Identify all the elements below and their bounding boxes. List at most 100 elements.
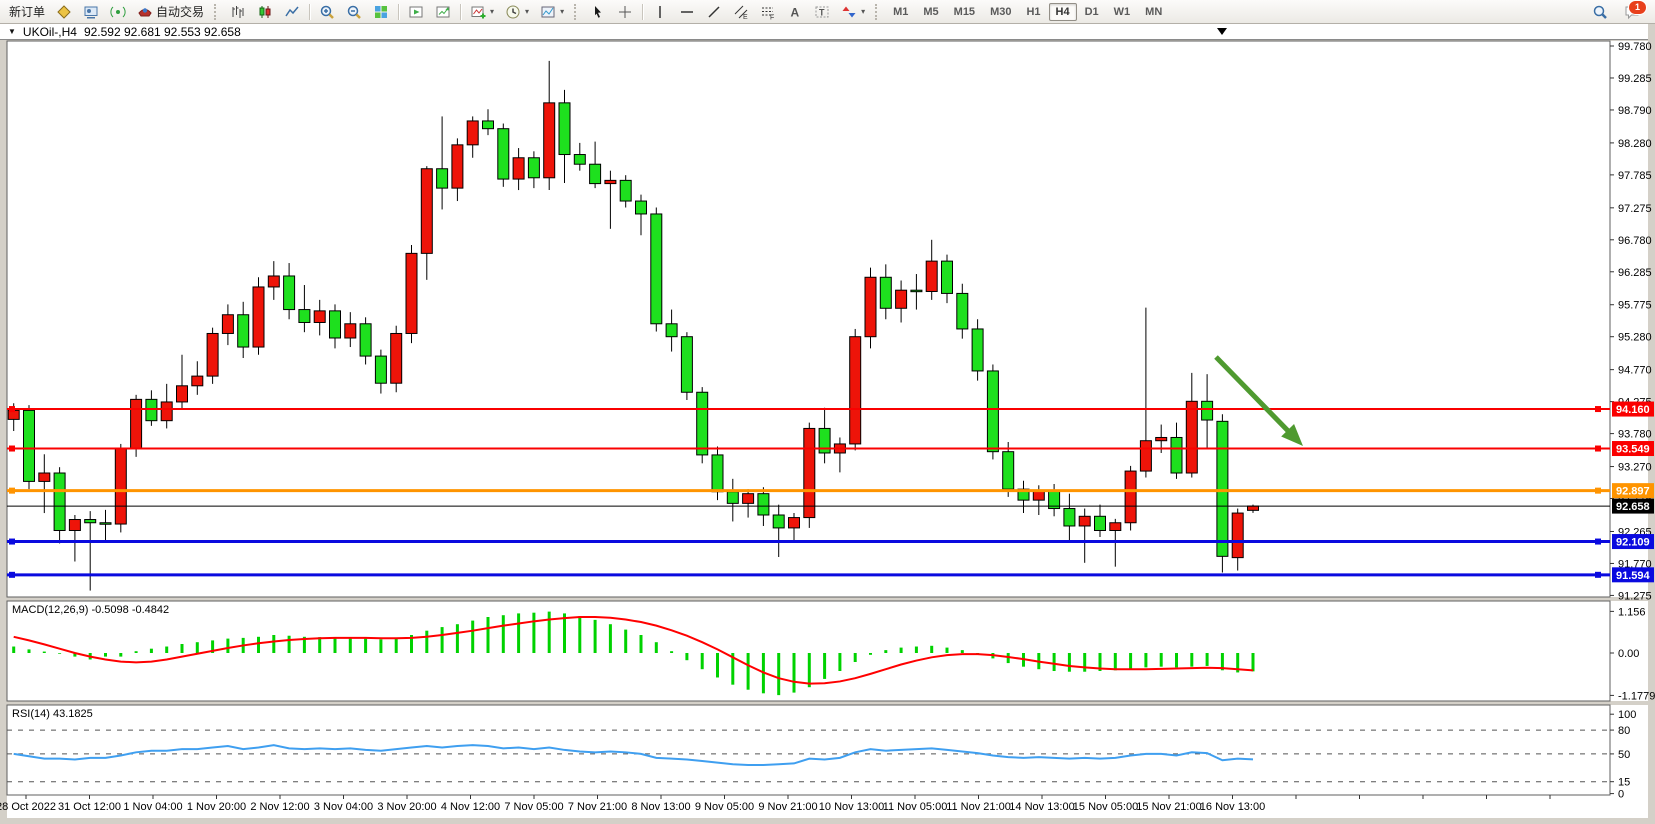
market-watch-button[interactable] [51, 0, 77, 24]
timeframe-m30-button[interactable]: M30 [990, 5, 1012, 18]
svg-text:31 Oct 12:00: 31 Oct 12:00 [58, 801, 121, 813]
rsi-plot[interactable] [6, 704, 1611, 796]
line-chart-button[interactable] [279, 0, 305, 24]
chat-button[interactable]: 1 [1619, 0, 1647, 24]
chart-title-bar: ▼ UKOil-,H4 92.592 92.681 92.553 92.658 [0, 24, 1648, 40]
svg-text:93.270: 93.270 [1618, 462, 1652, 474]
autotrading-button-label: 自动交易 [156, 5, 205, 19]
hline-button[interactable] [674, 0, 700, 24]
timeframe-d1-button[interactable]: D1 [1084, 5, 1099, 18]
timeframe-w1-button[interactable]: W1 [1113, 5, 1131, 18]
svg-text:16 Nov 13:00: 16 Nov 13:00 [1200, 801, 1265, 813]
vline-icon [659, 5, 661, 18]
signals-icon [110, 6, 126, 17]
svg-text:96.780: 96.780 [1618, 235, 1652, 247]
timeframe-m5-button[interactable]: M5 [923, 5, 939, 18]
svg-text:94.160: 94.160 [1616, 404, 1650, 416]
autotrading-button[interactable]: 自动交易 [132, 0, 209, 24]
horizontal-lines[interactable] [7, 406, 1610, 578]
chevron-down-icon[interactable]: ▾ [861, 7, 866, 16]
toolbar-handle [875, 3, 881, 20]
candle-chart-button[interactable] [252, 0, 278, 24]
svg-text:93.780: 93.780 [1618, 429, 1652, 441]
channel-button[interactable]: E [728, 0, 754, 24]
svg-text:92.897: 92.897 [1616, 486, 1650, 498]
indicators-button[interactable]: ▾ [465, 0, 499, 24]
toolbar-handle [574, 3, 580, 20]
current-price-tag: 92.658 [1612, 498, 1654, 514]
zoom-in-button[interactable] [314, 0, 340, 24]
svg-text:11 Nov 05:00: 11 Nov 05:00 [883, 801, 948, 813]
zoom-out-button[interactable] [341, 0, 367, 24]
svg-text:3 Nov 20:00: 3 Nov 20:00 [377, 801, 436, 813]
timeframe-m1-button[interactable]: M1 [893, 5, 909, 18]
price-tag-94.160: 94.160 [1612, 401, 1654, 417]
svg-text:28 Oct 2022: 28 Oct 2022 [0, 801, 56, 813]
text-icon: A [791, 5, 800, 19]
vline-button[interactable] [647, 0, 673, 24]
fibonacci-icon: F [762, 7, 774, 20]
autotrading-icon [138, 7, 152, 16]
toolbar-separator [642, 3, 644, 20]
chart-autoscroll-button[interactable] [430, 0, 456, 24]
crosshair-button[interactable] [612, 0, 638, 24]
svg-text:95.280: 95.280 [1618, 332, 1652, 344]
svg-text:93.549: 93.549 [1616, 444, 1650, 456]
svg-text:15 Nov 05:00: 15 Nov 05:00 [1073, 801, 1138, 813]
chevron-down-icon[interactable]: ▾ [490, 7, 495, 16]
svg-text:97.275: 97.275 [1618, 203, 1652, 215]
chart-shift-button[interactable] [403, 0, 429, 24]
svg-text:98.280: 98.280 [1618, 138, 1652, 150]
signals-button[interactable] [105, 0, 131, 24]
price-tag-93.549: 93.549 [1612, 441, 1654, 457]
periods-icon [506, 5, 520, 18]
rsi-indicator: 100 80 50 150 RSI(14) 43.1825 [7, 708, 1636, 801]
annotation-arrow[interactable] [1214, 355, 1303, 446]
macd-label: MACD(12,26,9) -0.5098 -0.4842 [12, 604, 169, 616]
fibonacci-button[interactable]: F [755, 0, 781, 24]
svg-text:7 Nov 21:00: 7 Nov 21:00 [568, 801, 627, 813]
periods-button[interactable]: ▾ [500, 0, 534, 24]
chevron-down-icon[interactable]: ▾ [525, 7, 530, 16]
svg-text:-1.1779: -1.1779 [1618, 690, 1655, 702]
timeframe-mn-button[interactable]: MN [1145, 5, 1163, 18]
crosshair-icon [619, 5, 632, 18]
notification-badge: 1 [1628, 0, 1647, 15]
svg-text:99.285: 99.285 [1618, 73, 1652, 85]
time-axis[interactable]: 28 Oct 2022 31 Oct 12:00 1 Nov 04:00 1 Nov … [0, 795, 1551, 813]
data-window-button[interactable] [78, 0, 104, 24]
tile-windows-button[interactable] [368, 0, 394, 24]
bar-chart-button[interactable] [225, 0, 251, 24]
svg-text:98.790: 98.790 [1618, 105, 1652, 117]
price-tag-91.594: 91.594 [1612, 567, 1654, 583]
svg-text:15 Nov 21:00: 15 Nov 21:00 [1136, 801, 1201, 813]
cursor-button[interactable] [585, 0, 611, 24]
search-icon [1593, 5, 1607, 19]
templates-icon [541, 6, 555, 17]
text-label-button[interactable]: T [809, 0, 835, 24]
svg-text:F: F [770, 14, 774, 20]
svg-text:0: 0 [1618, 789, 1624, 801]
svg-text:E: E [743, 14, 748, 20]
svg-text:99.780: 99.780 [1618, 41, 1652, 53]
search-button[interactable] [1587, 0, 1613, 24]
chevron-down-icon[interactable]: ▾ [560, 7, 565, 16]
trendline-button[interactable] [701, 0, 727, 24]
toolbar-separator [309, 3, 311, 20]
svg-text:3 Nov 04:00: 3 Nov 04:00 [314, 801, 373, 813]
shapes-button[interactable]: ▾ [836, 0, 870, 24]
chart-shift-marker-icon[interactable] [1217, 28, 1227, 35]
timeframe-h4-button[interactable]: H4 [1048, 2, 1077, 21]
svg-text:14 Nov 13:00: 14 Nov 13:00 [1009, 801, 1074, 813]
text-button[interactable]: A [782, 0, 808, 24]
new-order-button[interactable]: 新订单 [4, 0, 50, 24]
price-tag-92.109: 92.109 [1612, 534, 1654, 550]
chart-shift-icon [409, 6, 423, 17]
svg-text:2 Nov 12:00: 2 Nov 12:00 [250, 801, 309, 813]
timeframe-m15-button[interactable]: M15 [953, 5, 976, 18]
templates-button[interactable]: ▾ [535, 0, 569, 24]
timeframe-h1-button[interactable]: H1 [1026, 5, 1041, 18]
one-click-trading-arrow[interactable]: ▼ [8, 27, 16, 36]
